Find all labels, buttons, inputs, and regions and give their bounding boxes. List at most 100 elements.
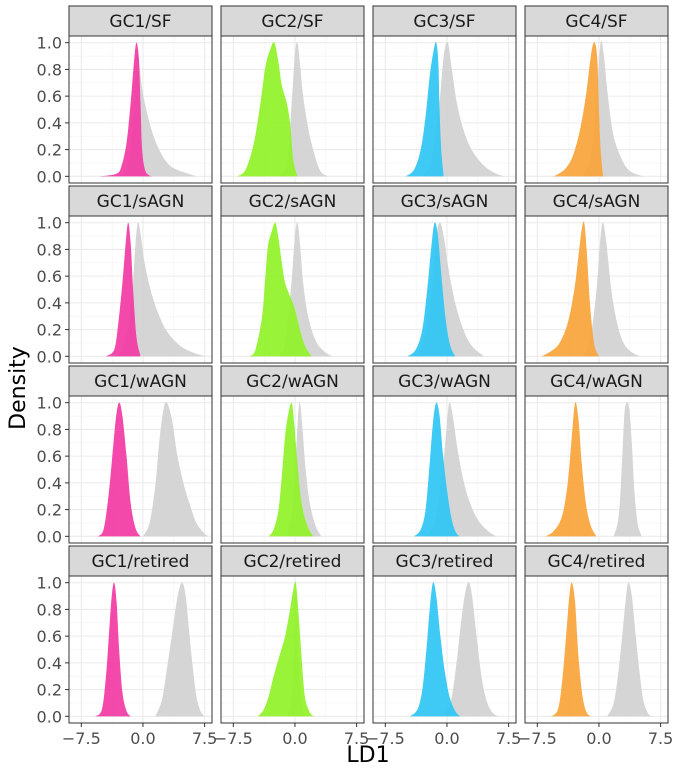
facet-strip [68, 365, 213, 397]
facet-panel-gc3-sagn: GC3/sAGN [372, 185, 517, 364]
panel-border [524, 215, 669, 364]
group-density-area [249, 222, 312, 357]
facet-panel-gc2-wagn: GC2/wAGN [220, 365, 365, 544]
y-tick-label: 0.4 [37, 474, 62, 493]
y-tick-label: 0.6 [37, 447, 62, 466]
facet-strip-label: GC2/SF [261, 12, 323, 32]
gridlines [525, 576, 668, 723]
panel-border [220, 215, 365, 364]
reference-density-area [442, 582, 498, 717]
facet-strip [524, 545, 669, 577]
y-tick-label: 0.2 [37, 141, 62, 160]
facet-strip [372, 545, 517, 577]
facet-strip [220, 365, 365, 397]
panel-border [524, 575, 669, 724]
density-areas [405, 41, 505, 177]
x-tick-label: 0.0 [130, 729, 155, 748]
facet-strip-label: GC1/sAGN [97, 192, 185, 212]
group-density-area [105, 222, 141, 357]
facet-strip-label: GC1/SF [109, 12, 171, 32]
facet-strip-label: GC4/wAGN [550, 372, 643, 392]
y-tick-label: 0.8 [37, 240, 62, 259]
y-tick-label: 0.0 [37, 347, 62, 366]
panel-border [372, 575, 517, 724]
facet-panel-gc4-wagn: GC4/wAGN [524, 365, 669, 544]
facet-strip-label: GC3/retired [396, 552, 494, 572]
group-density-area [545, 402, 597, 537]
density-areas [268, 402, 322, 537]
gridlines [69, 36, 212, 183]
group-density-area [553, 41, 604, 177]
x-tick-label: 7.5 [192, 729, 217, 748]
group-density-area [414, 402, 460, 537]
panel-border [68, 35, 213, 184]
group-density-area [409, 582, 461, 717]
x-tick-label: −7.5 [366, 729, 405, 748]
reference-density-area [613, 402, 642, 537]
y-tick-label: 0.6 [37, 267, 62, 286]
x-tick-label: 0.0 [282, 729, 307, 748]
y-tick-label: 0.8 [37, 600, 62, 619]
facet-strip-label: GC3/wAGN [398, 372, 491, 392]
group-density-area [551, 582, 591, 717]
facet-panel-gc2-retired: GC2/retired [220, 545, 365, 724]
group-density-area [541, 221, 599, 357]
y-tick-label: 0.4 [37, 294, 62, 313]
facet-panel-gc1-sf: GC1/SF [68, 5, 213, 184]
density-areas [100, 42, 197, 177]
facet-panel-gc3-retired: GC3/retired [372, 545, 517, 724]
reference-density-area [155, 582, 205, 717]
reference-density-area [422, 42, 505, 177]
panel-border [372, 215, 517, 364]
facet-strip-label: GC1/wAGN [94, 372, 187, 392]
reference-density-area [114, 222, 205, 357]
panel-border [524, 395, 669, 544]
y-tick-label: 1.0 [37, 574, 62, 593]
density-areas [237, 42, 328, 177]
density-areas [249, 222, 332, 357]
facet-panel-gc1-sagn: GC1/sAGN [68, 185, 213, 364]
y-axis-label: Density [6, 346, 31, 430]
group-density-area [100, 42, 152, 177]
x-tick-label: 7.5 [648, 729, 673, 748]
facet-panels: GC1/SF GC2/SF GC3/SF GC4/SF GC1/sAGN GC2/sAGN… [68, 5, 669, 724]
group-density-area [95, 582, 131, 717]
facet-strip-label: GC4/SF [565, 12, 627, 32]
panel-border [68, 395, 213, 544]
x-tick-label: −7.5 [62, 729, 101, 748]
y-tick-label: 0.4 [37, 114, 62, 133]
y-tick-label: 0.8 [37, 60, 62, 79]
facet-strip [524, 5, 669, 37]
reference-density-area [584, 222, 641, 357]
y-tick-label: 0.0 [37, 527, 62, 546]
facet-strip-label: GC2/wAGN [246, 372, 339, 392]
facet-strip [220, 545, 365, 577]
y-tick-label: 0.2 [37, 681, 62, 700]
facet-strip [372, 365, 517, 397]
facet-strip [68, 545, 213, 577]
panel-border [220, 35, 365, 184]
panel-border [68, 215, 213, 364]
gridlines [525, 396, 668, 543]
facet-strip [220, 185, 365, 217]
density-areas [409, 582, 498, 717]
x-tick-label: −7.5 [214, 729, 253, 748]
facet-panel-gc4-sagn: GC4/sAGN [524, 185, 669, 364]
y-tick-label: 0.8 [37, 420, 62, 439]
facet-panel-gc4-sf: GC4/SF [524, 5, 669, 184]
facet-strip-label: GC2/sAGN [249, 192, 337, 212]
y-tick-label: 1.0 [37, 34, 62, 53]
density-areas [414, 402, 497, 537]
density-areas [105, 222, 205, 357]
facet-strip [220, 5, 365, 37]
facet-strip [372, 5, 517, 37]
x-tick-label: 0.0 [586, 729, 611, 748]
facet-strip [68, 5, 213, 37]
facet-panel-gc3-sf: GC3/SF [372, 5, 517, 184]
y-tick-label: 0.6 [37, 87, 62, 106]
panel-border [372, 35, 517, 184]
x-tick-label: 0.0 [434, 729, 459, 748]
facet-strip [524, 365, 669, 397]
x-tick-label: 7.5 [496, 729, 521, 748]
